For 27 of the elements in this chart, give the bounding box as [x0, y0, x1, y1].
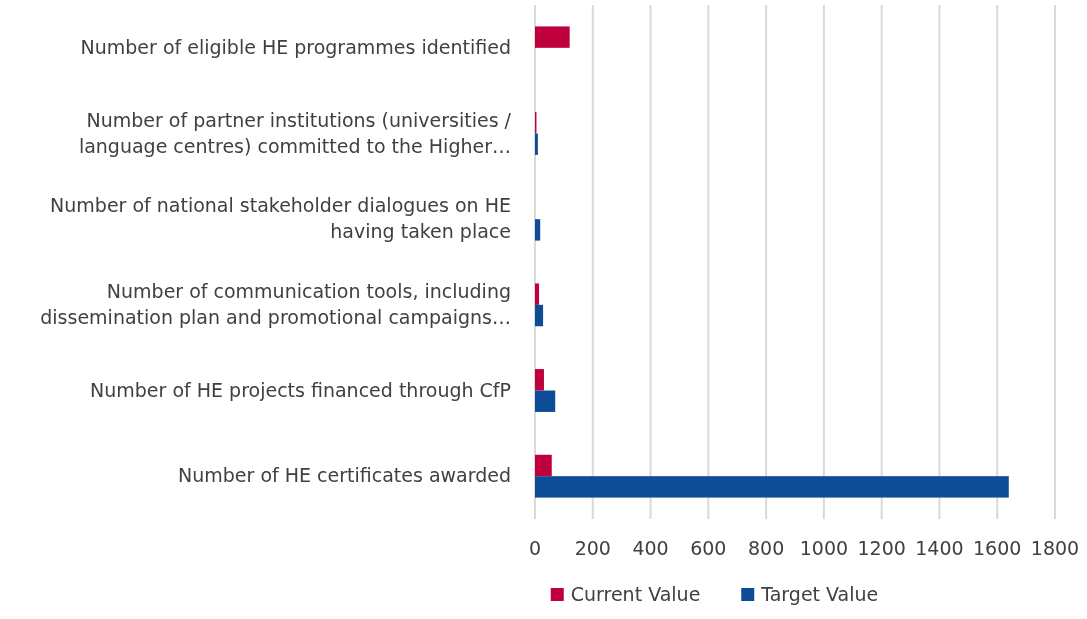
x-tick-label: 0	[528, 537, 542, 559]
y-tick-label: Number of communication tools, including dissemination plan and promotional campaigns…	[40, 279, 511, 328]
bar	[535, 390, 556, 412]
y-tick-label: Number of eligible HE programmes identified	[80, 35, 511, 58]
bar	[535, 283, 540, 305]
x-tick-label: 200	[574, 537, 611, 559]
x-tick-label: 800	[747, 537, 785, 559]
x-tick-label: 1000	[799, 537, 849, 559]
bar	[535, 304, 544, 327]
bar	[535, 476, 1009, 498]
x-tick-label: 600	[690, 537, 727, 559]
x-tick-label: 1200	[857, 537, 906, 559]
bar	[535, 454, 552, 477]
y-tick-label: Number of HE projects financed through CfP	[90, 378, 511, 401]
x-tick-label: 1600	[973, 537, 1022, 559]
legend-label: Current Value	[570, 583, 701, 605]
x-tick-label: 1400	[915, 537, 964, 559]
bar	[535, 219, 541, 241]
bar	[535, 133, 538, 155]
legend-label: Target Value	[760, 583, 879, 605]
y-tick-label: Number of HE certificates awarded	[178, 464, 511, 487]
x-tick-label: 400	[632, 537, 669, 559]
x-tick-label: 1800	[1030, 537, 1080, 559]
y-tick-label: Number of partner institutions (universities / language centres) committed to the Higher…	[78, 108, 512, 157]
bar	[535, 369, 544, 391]
bar	[535, 26, 570, 48]
y-tick-label: Number of national stakeholder dialogues on HE having taken place	[50, 194, 511, 243]
